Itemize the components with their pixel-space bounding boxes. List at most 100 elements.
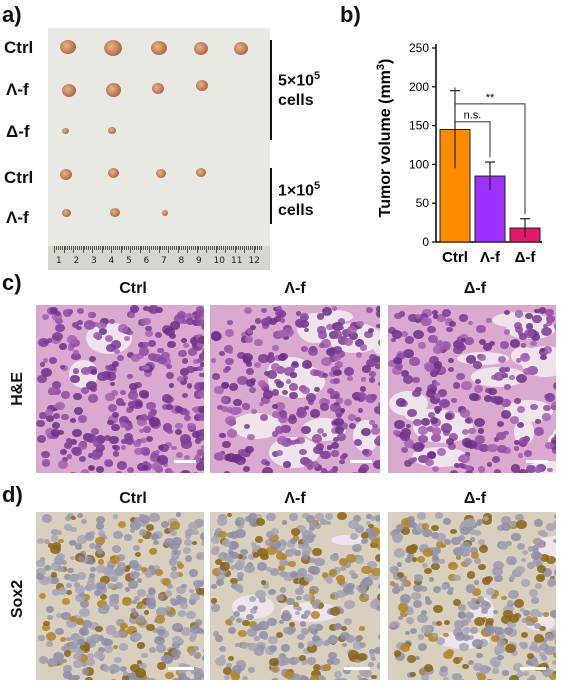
stained-cell — [532, 545, 539, 551]
stained-cell — [544, 646, 555, 656]
nucleus — [391, 330, 403, 340]
stained-cell — [439, 558, 445, 564]
nucleus — [95, 443, 106, 452]
nucleus — [374, 437, 380, 447]
stained-cell — [79, 628, 88, 635]
nucleus — [330, 365, 340, 374]
ruler-tick — [105, 246, 107, 250]
nucleus — [279, 318, 286, 323]
stained-cell — [544, 632, 555, 642]
stained-cell — [370, 656, 377, 662]
stained-cell — [36, 560, 45, 568]
nucleus — [359, 385, 367, 392]
ruler-tick — [150, 246, 152, 250]
stained-cell — [420, 609, 427, 615]
stained-cell — [89, 567, 97, 573]
stained-cell — [534, 647, 541, 653]
nucleus — [220, 381, 229, 389]
nucleus — [167, 341, 176, 349]
stained-cell — [397, 603, 408, 612]
stained-cell — [73, 652, 82, 661]
stained-cell — [254, 635, 261, 641]
stained-cell — [67, 567, 74, 573]
stained-cell — [368, 648, 375, 654]
stained-cell — [75, 594, 85, 602]
ruler-tick — [202, 246, 204, 250]
stained-cell — [64, 524, 73, 532]
ruler-tick — [196, 246, 198, 253]
stained-cell — [346, 583, 355, 591]
nucleus — [195, 454, 201, 459]
stained-cell — [309, 624, 318, 631]
stained-cell — [116, 562, 127, 571]
nucleus — [113, 445, 121, 452]
nucleus — [465, 465, 472, 471]
nucleus — [513, 446, 519, 451]
stained-cell — [324, 512, 333, 520]
stained-cell — [156, 628, 165, 636]
nucleus — [50, 307, 59, 314]
stained-cell — [432, 632, 438, 638]
stained-cell — [275, 594, 284, 602]
stained-cell — [338, 678, 349, 680]
stained-cell — [420, 673, 430, 680]
stained-cell — [171, 677, 180, 680]
stained-cell — [308, 557, 316, 564]
nucleus — [127, 466, 135, 473]
nucleus — [166, 371, 175, 379]
ruler-tick — [61, 246, 63, 250]
stained-cell — [292, 602, 299, 608]
nucleus — [538, 307, 547, 314]
nucleus — [85, 434, 97, 444]
nucleus — [87, 452, 94, 458]
nucleus — [41, 450, 51, 459]
stained-cell — [185, 529, 193, 536]
nucleus — [442, 308, 452, 317]
nucleus — [477, 466, 486, 473]
stained-cell — [515, 513, 525, 522]
nucleus — [331, 306, 338, 312]
nucleus — [165, 363, 173, 370]
stained-cell — [391, 587, 400, 595]
stained-cell — [431, 563, 440, 571]
nucleus — [440, 423, 452, 433]
nucleus — [150, 450, 160, 458]
nucleus — [438, 389, 448, 398]
nucleus — [62, 308, 72, 317]
stained-cell — [466, 618, 472, 623]
stained-cell — [171, 641, 181, 649]
nucleus — [276, 306, 283, 311]
nucleus — [458, 456, 466, 462]
nucleus — [504, 366, 511, 372]
stained-cell — [316, 601, 325, 609]
stained-cell — [148, 564, 154, 569]
stained-cell — [424, 596, 431, 602]
stained-cell — [211, 568, 222, 577]
nucleus — [47, 404, 57, 413]
nucleus — [272, 431, 279, 437]
stained-cell — [329, 606, 341, 616]
nucleus — [271, 389, 280, 396]
nucleus — [157, 347, 164, 354]
stained-cell — [211, 548, 219, 555]
nucleus — [262, 386, 270, 393]
nucleus — [434, 381, 440, 387]
stained-cell — [247, 666, 255, 673]
nucleus — [392, 366, 403, 375]
nucleus — [52, 380, 62, 389]
nucleus — [161, 394, 172, 403]
stained-cell — [448, 561, 459, 571]
nucleus — [196, 341, 204, 349]
ruler-tick — [54, 246, 55, 253]
nucleus — [140, 437, 147, 444]
stained-cell — [532, 661, 539, 667]
nucleus — [515, 357, 522, 363]
nucleus — [87, 465, 95, 471]
stained-cell — [46, 657, 58, 667]
nucleus — [238, 449, 246, 456]
nucleus — [100, 317, 109, 326]
nucleus — [277, 329, 288, 339]
nucleus — [285, 378, 292, 384]
significance-label: ** — [486, 92, 495, 104]
